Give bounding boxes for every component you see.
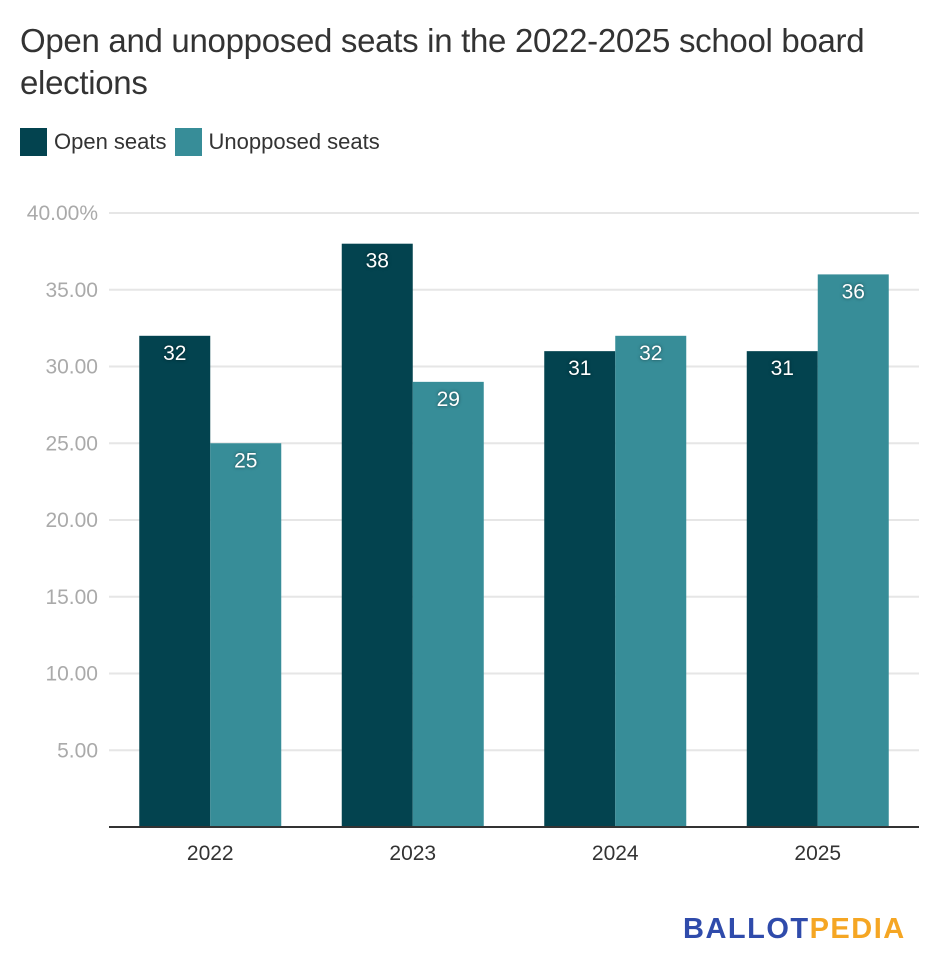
bar-unopposed-seats-2024 <box>615 335 687 827</box>
bar-unopposed-seats-2025 <box>817 274 889 827</box>
y-tick-label: 35.00 <box>45 279 98 302</box>
data-label: 32 <box>163 342 186 365</box>
y-tick-label: 5.00 <box>57 739 98 762</box>
bar-open-seats-2024 <box>544 351 616 827</box>
legend-item-unopposed-seats: Unopposed seats <box>174 128 380 156</box>
legend: Open seats Unopposed seats <box>20 128 388 156</box>
legend-swatch-unopposed-seats <box>174 128 202 156</box>
y-tick-label: 15.00 <box>45 586 98 609</box>
legend-label-open-seats: Open seats <box>54 129 167 154</box>
data-label: 36 <box>842 280 865 303</box>
logo-part-ballot: BALLOT <box>683 913 810 945</box>
x-tick-label: 2025 <box>794 842 841 865</box>
legend-item-open-seats: Open seats <box>20 128 167 156</box>
y-tick-label: 20.00 <box>45 509 98 532</box>
chart-title: Open and unopposed seats in the 2022-202… <box>20 22 865 101</box>
legend-swatch-open-seats <box>20 128 47 156</box>
ballotpedia-logo: BALLOTPEDIA <box>683 913 906 946</box>
data-label: 32 <box>639 342 662 365</box>
data-label: 25 <box>234 449 257 472</box>
bar-open-seats-2023 <box>341 243 413 827</box>
logo-part-pedia: PEDIA <box>809 913 906 945</box>
x-tick-label: 2022 <box>187 842 234 865</box>
y-tick-label: 40.00% <box>27 202 98 225</box>
data-label: 31 <box>568 357 591 380</box>
y-tick-label: 25.00 <box>45 432 98 455</box>
data-label: 31 <box>771 357 794 380</box>
y-tick-label: 30.00 <box>45 356 98 379</box>
bar-open-seats-2025 <box>746 351 818 827</box>
bar-unopposed-seats-2022 <box>210 443 282 827</box>
legend-label-unopposed-seats: Unopposed seats <box>208 129 380 154</box>
data-label: 29 <box>437 388 460 411</box>
bar-unopposed-seats-2023 <box>412 381 484 827</box>
y-tick-label: 10.00 <box>45 663 98 686</box>
bar-open-seats-2022 <box>139 335 211 827</box>
x-tick-label: 2024 <box>592 842 639 865</box>
x-tick-label: 2023 <box>389 842 436 865</box>
data-label: 38 <box>366 250 389 273</box>
